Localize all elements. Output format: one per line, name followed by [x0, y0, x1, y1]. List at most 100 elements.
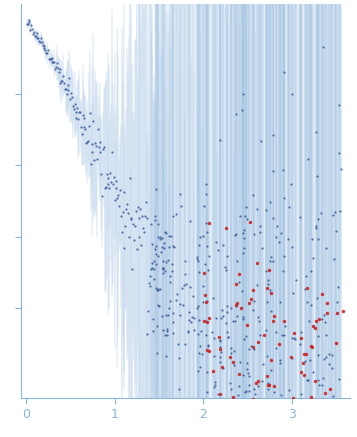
Point — [84, 138, 90, 145]
Point — [263, 420, 269, 427]
Point — [185, 327, 191, 334]
Point — [217, 391, 223, 398]
Point — [213, 315, 219, 322]
Point — [59, 77, 65, 84]
Point — [324, 310, 330, 317]
Point — [130, 266, 135, 273]
Point — [154, 260, 159, 267]
Point — [49, 54, 55, 61]
Point — [233, 110, 239, 117]
Point — [70, 103, 76, 110]
Point — [137, 205, 143, 212]
Point — [288, 431, 293, 437]
Point — [309, 344, 315, 351]
Point — [191, 314, 196, 321]
Point — [247, 381, 252, 388]
Point — [333, 227, 339, 234]
Point — [159, 244, 165, 251]
Point — [28, 21, 34, 28]
Point — [79, 131, 85, 138]
Point — [251, 386, 257, 393]
Point — [244, 359, 250, 366]
Point — [29, 25, 35, 32]
Point — [230, 393, 236, 400]
Point — [143, 198, 149, 205]
Point — [297, 213, 303, 220]
Point — [308, 405, 313, 412]
Point — [51, 59, 57, 66]
Point — [293, 397, 299, 404]
Point — [46, 56, 52, 63]
Point — [165, 257, 171, 264]
Point — [139, 213, 145, 220]
Point — [246, 372, 251, 379]
Point — [144, 331, 150, 338]
Point — [288, 180, 294, 187]
Point — [227, 354, 233, 361]
Point — [220, 241, 226, 248]
Point — [232, 318, 238, 325]
Point — [200, 282, 206, 289]
Point — [205, 229, 210, 236]
Point — [167, 297, 172, 304]
Point — [298, 368, 304, 375]
Point — [234, 312, 240, 319]
Point — [315, 172, 320, 179]
Point — [274, 400, 280, 407]
Point — [290, 413, 296, 420]
Point — [101, 144, 107, 151]
Point — [289, 335, 295, 342]
Point — [304, 376, 310, 383]
Point — [241, 227, 247, 234]
Point — [54, 59, 60, 66]
Point — [161, 239, 167, 246]
Point — [317, 382, 322, 388]
Point — [203, 298, 208, 305]
Point — [290, 354, 295, 361]
Point — [330, 365, 335, 372]
Point — [241, 90, 246, 97]
Point — [338, 402, 344, 409]
Point — [231, 361, 237, 368]
Point — [302, 357, 307, 364]
Point — [100, 146, 106, 153]
Point — [167, 273, 173, 280]
Point — [224, 303, 230, 310]
Point — [259, 245, 265, 252]
Point — [206, 416, 212, 423]
Point — [175, 340, 181, 347]
Point — [268, 357, 274, 364]
Point — [315, 295, 320, 302]
Point — [244, 396, 250, 403]
Point — [276, 416, 282, 423]
Point — [198, 328, 204, 335]
Point — [222, 264, 228, 271]
Point — [258, 378, 264, 385]
Point — [158, 236, 164, 243]
Point — [74, 109, 79, 116]
Point — [278, 392, 284, 399]
Point — [41, 42, 46, 49]
Point — [164, 328, 170, 335]
Point — [199, 351, 205, 358]
Point — [265, 385, 271, 392]
Point — [26, 17, 31, 24]
Point — [320, 43, 326, 50]
Point — [155, 220, 161, 227]
Point — [333, 340, 339, 347]
Point — [130, 221, 136, 228]
Point — [287, 204, 292, 211]
Point — [166, 232, 171, 239]
Point — [150, 327, 156, 334]
Point — [309, 434, 315, 437]
Point — [282, 322, 288, 329]
Point — [223, 266, 229, 273]
Point — [310, 323, 316, 329]
Point — [217, 136, 222, 143]
Point — [25, 20, 30, 27]
Point — [161, 270, 166, 277]
Point — [196, 316, 202, 323]
Point — [27, 27, 33, 34]
Point — [186, 317, 192, 324]
Point — [190, 293, 196, 300]
